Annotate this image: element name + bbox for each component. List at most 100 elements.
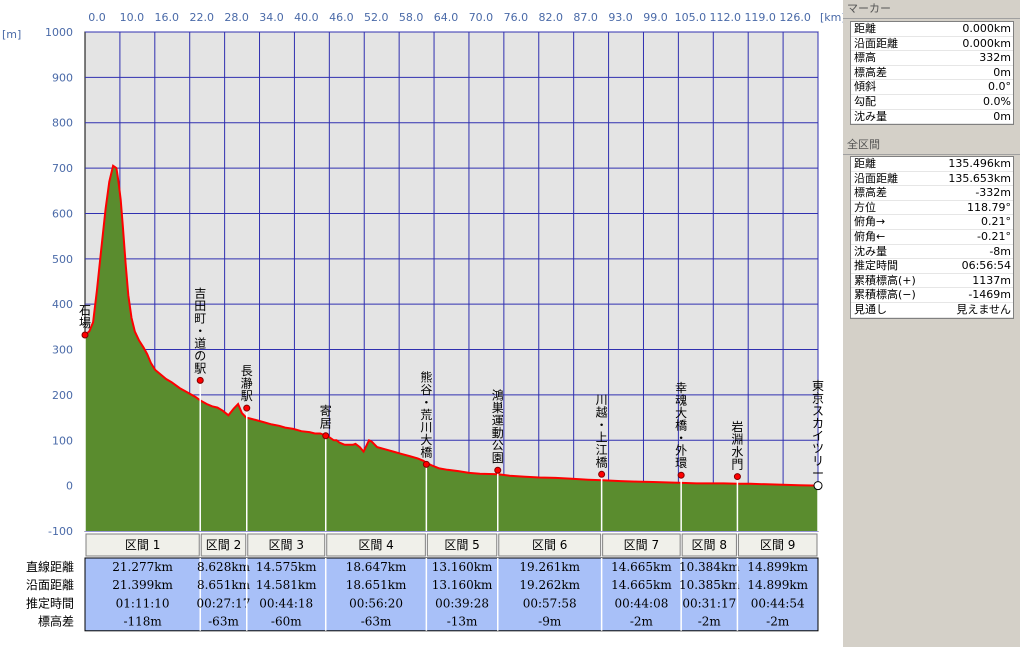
segment-cell: 14.581km	[256, 578, 317, 592]
total-value: -0.21°	[977, 229, 1011, 243]
total-row: 俯角→ 0.21°	[851, 215, 1013, 230]
waypoint-label: 石場	[79, 304, 91, 331]
x-tick-label: 105.0	[675, 11, 707, 24]
x-tick-label: 28.0	[224, 11, 249, 24]
segment-cell: 00:31:17	[682, 596, 736, 610]
segment-header[interactable]	[85, 533, 200, 557]
waypoint-marker[interactable]	[813, 481, 823, 491]
waypoint-marker[interactable]	[81, 331, 89, 339]
elevation-profile-chart[interactable]: 0.0 10.0 16.0 22.0 28.0 34.0 40.0 46.0 52.0 58.0 6…	[0, 0, 843, 647]
segment-cell: 19.262km	[519, 578, 580, 592]
total-value: 06:56:54	[961, 259, 1011, 273]
segment-table: 区間 1 21.277km 21.399km 01:11:10 -118m 区間 2 8.6…	[26, 533, 819, 632]
total-label: 累積標高(+)	[854, 273, 916, 287]
marker-value: 0.000km	[962, 22, 1011, 35]
segment-cell: -9m	[538, 615, 562, 629]
y-tick-label: 400	[52, 298, 73, 311]
segment-cell: -63m	[208, 615, 239, 629]
waypoint-marker[interactable]	[422, 460, 430, 468]
segment-header[interactable]	[247, 533, 326, 557]
total-value: -332m	[975, 186, 1011, 200]
x-tick-label: 112.0	[710, 11, 742, 24]
marker-value: 0m	[993, 65, 1011, 79]
marker-panel-title: マーカー	[843, 0, 1020, 19]
total-row: 距離 135.496km	[851, 157, 1013, 172]
total-label: 距離	[854, 157, 876, 170]
y-tick-label: 1000	[45, 26, 73, 39]
segment-header-label: 区間 9	[760, 538, 795, 552]
segment-cell: 14.899km	[747, 560, 808, 574]
segment-header[interactable]	[200, 533, 247, 557]
x-tick-label: 0.0	[88, 11, 106, 24]
segment-cell: 01:11:10	[116, 596, 170, 610]
waypoint-marker[interactable]	[677, 471, 685, 479]
x-tick-label: 82.0	[539, 11, 564, 24]
waypoint-marker[interactable]	[196, 376, 204, 384]
segment-header[interactable]	[602, 533, 681, 557]
segment-header[interactable]	[426, 533, 498, 557]
x-tick-label: 58.0	[399, 11, 424, 24]
segment-cell: 10.385km	[679, 578, 740, 592]
x-tick-label: 10.0	[120, 11, 145, 24]
y-tick-label: 800	[52, 117, 73, 130]
total-value: 135.496km	[948, 157, 1011, 170]
x-tick-label: 126.0	[779, 11, 811, 24]
total-row: 沈み量 -8m	[851, 245, 1013, 260]
total-label: 俯角→	[854, 215, 886, 229]
x-tick-label: 99.0	[643, 11, 668, 24]
marker-label: 標高差	[854, 65, 887, 79]
waypoint-marker[interactable]	[494, 466, 502, 474]
x-tick-label: 40.0	[294, 11, 319, 24]
segment-header-label: 区間 5	[444, 538, 479, 552]
total-values: 距離 135.496km 沿面距離 135.653km 標高差 -332m 方位 118.79…	[850, 156, 1014, 319]
segment-header-label: 区間 7	[624, 538, 659, 552]
x-tick-label: 119.0	[744, 11, 776, 24]
segment-cell: -2m	[698, 615, 722, 629]
segment-cell: 18.651km	[346, 578, 407, 592]
waypoint-label: 川越・上江橋	[596, 393, 608, 470]
marker-row: 勾配 0.0%	[851, 95, 1013, 110]
marker-row: 沿面距離 0.000km	[851, 37, 1013, 52]
segment-header[interactable]	[326, 533, 426, 557]
segment-cell: 21.399km	[112, 578, 173, 592]
segment-cell: 19.261km	[519, 560, 580, 574]
x-tick-label: 52.0	[364, 11, 389, 24]
total-value: 1137m	[972, 273, 1011, 287]
segment-cell: -13m	[447, 615, 478, 629]
total-value: -8m	[989, 244, 1011, 258]
segment-cell: 21.277km	[112, 560, 173, 574]
marker-row: 標高 332m	[851, 51, 1013, 66]
total-label: 見通し	[854, 302, 887, 316]
waypoint-label: 幸魂大橋・外環	[675, 381, 687, 470]
y-tick-label: 900	[52, 71, 73, 84]
waypoint-marker[interactable]	[243, 404, 251, 412]
segment-header-label: 区間 6	[532, 538, 567, 552]
segment-cell: 8.628km	[197, 560, 251, 574]
waypoint-label: 吉田町・道の駅	[194, 286, 206, 375]
segment-cell: 00:39:28	[435, 596, 489, 610]
marker-value: 0.0%	[983, 94, 1011, 108]
marker-label: 沿面距離	[854, 36, 898, 50]
total-label: 標高差	[854, 186, 887, 200]
marker-value: 332m	[979, 51, 1011, 65]
waypoint-marker[interactable]	[733, 473, 741, 481]
x-tick-label: 34.0	[259, 11, 284, 24]
segment-header[interactable]	[737, 533, 818, 557]
total-value: 0.21°	[981, 215, 1011, 229]
segment-row-label: 標高差	[38, 614, 74, 629]
waypoint-marker[interactable]	[598, 470, 606, 478]
waypoint-marker[interactable]	[322, 432, 330, 440]
x-unit-label: [km]	[820, 11, 843, 24]
waypoint-label: 鴻巣運動公園	[492, 389, 504, 466]
x-tick-label: 16.0	[155, 11, 180, 24]
segment-header[interactable]	[498, 533, 602, 557]
marker-row: 傾斜 0.0°	[851, 80, 1013, 95]
marker-value: 0.0°	[988, 80, 1011, 94]
waypoint-label: 寄居	[320, 403, 332, 431]
marker-label: 傾斜	[854, 80, 876, 94]
segment-header[interactable]	[681, 533, 737, 557]
x-tick-label: 46.0	[329, 11, 354, 24]
total-row: 標高差 -332m	[851, 186, 1013, 201]
marker-label: 沈み量	[854, 109, 887, 123]
segment-cell: 00:27:17	[197, 596, 251, 610]
